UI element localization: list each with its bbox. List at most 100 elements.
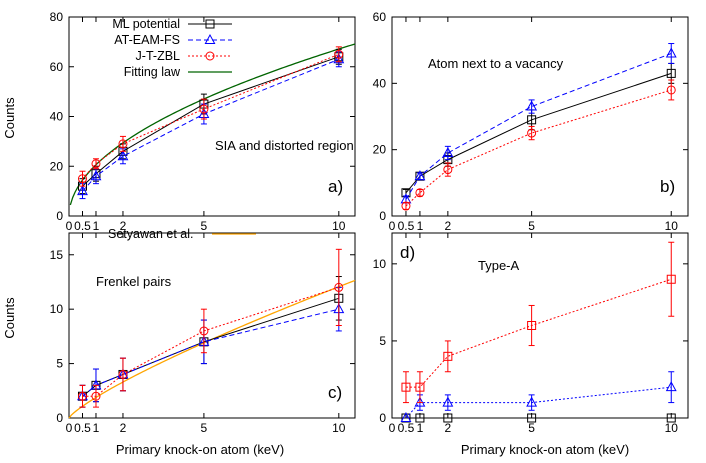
y-tick-label: 5 [379, 334, 386, 348]
data-point [666, 85, 676, 95]
data-point [199, 104, 209, 114]
data-point [527, 321, 537, 330]
y-tick-label: 0 [56, 209, 63, 223]
y-tick-label: 60 [373, 10, 387, 24]
panel-label: a) [328, 177, 343, 196]
x-tick-label: 5 [528, 421, 535, 435]
x-tick-label: 0.5 [398, 421, 415, 435]
x-tick-label: 1 [93, 219, 100, 233]
data-point [91, 159, 101, 169]
panel-annotation: Frenkel pairs [96, 274, 172, 289]
curve-fit [69, 43, 356, 206]
data-point [333, 53, 345, 64]
series-jtzbl [77, 248, 344, 408]
data-point [443, 413, 453, 423]
panel-label: d) [400, 243, 415, 262]
series-line [405, 53, 672, 200]
data-point [334, 49, 344, 59]
series-line [82, 286, 339, 397]
series-line [405, 278, 672, 388]
data-point [415, 413, 425, 423]
legend-label: J-T-ZBL [136, 49, 180, 63]
data-point [526, 100, 538, 111]
panel-annotation: Type-A [478, 258, 520, 273]
x-tick-label: 5 [528, 219, 535, 233]
legend-marker [205, 51, 215, 61]
y-tick-label: 10 [50, 302, 64, 316]
x-tick-label: 0.5 [398, 219, 415, 233]
x-tick-label: 5 [201, 421, 208, 435]
data-point [666, 68, 676, 78]
data-point [401, 201, 411, 211]
series-line [82, 297, 339, 397]
x-tick-label: 10 [665, 219, 679, 233]
x-tick-label: 1 [93, 421, 100, 435]
data-point [90, 170, 102, 181]
legend: Setyawan et al. [108, 227, 256, 241]
series-jtzbl [77, 46, 344, 187]
data-point [118, 369, 128, 379]
x-tick-label: 10 [332, 421, 346, 435]
y-tick-label: 40 [373, 76, 387, 90]
series-line [82, 58, 339, 192]
data-point [527, 115, 537, 125]
y-tick-label: 0 [56, 411, 63, 425]
data-point [526, 396, 538, 407]
series-jtzbl [401, 79, 676, 211]
data-point [414, 170, 426, 181]
data-point [665, 381, 677, 392]
legend-label: Fitting law [124, 65, 181, 79]
y-tick-label: 80 [50, 10, 64, 24]
x-tick-label: 0 [66, 219, 73, 233]
data-point [666, 413, 676, 423]
data-point [527, 413, 537, 423]
x-tick-label: 2 [445, 421, 452, 435]
y-axis-label-top: Counts [2, 97, 17, 139]
panel-label: b) [660, 177, 675, 196]
y-axis-label-bottom: Counts [2, 297, 17, 339]
x-axis-label-right: Primary knock-on atom (keV) [461, 442, 629, 457]
x-tick-label: 2 [445, 219, 452, 233]
series-line [405, 72, 672, 194]
plot-frame [391, 232, 689, 419]
series-ml [77, 276, 344, 408]
plot-frame [391, 16, 689, 217]
x-tick-label: 0.5 [74, 219, 91, 233]
y-tick-label: 20 [50, 159, 64, 173]
panel-annotation: SIA and distorted region [215, 138, 354, 153]
panel-label: c) [328, 383, 342, 402]
data-point [442, 146, 454, 157]
x-tick-label: 10 [332, 219, 346, 233]
legend-label: ML potential [112, 17, 180, 31]
series-ml [77, 48, 344, 195]
y-tick-label: 40 [50, 110, 64, 124]
data-point [527, 128, 537, 138]
x-tick-label: 0 [389, 421, 396, 435]
series-typeA_red [401, 241, 676, 404]
data-point [415, 188, 425, 198]
x-tick-label: 2 [120, 421, 127, 435]
y-tick-label: 10 [373, 257, 387, 271]
x-tick-label: 0.5 [74, 421, 91, 435]
x-tick-label: 2 [120, 219, 127, 233]
legend-marker [204, 33, 216, 44]
y-tick-label: 5 [56, 357, 63, 371]
data-point [665, 47, 677, 58]
y-tick-label: 60 [50, 60, 64, 74]
x-tick-label: 0 [389, 219, 396, 233]
data-point [666, 274, 676, 284]
panel-annotation: Atom next to a vacancy [428, 56, 564, 71]
data-point [443, 351, 453, 361]
legend: ML potential AT-EAM-FS J-T-ZBL Fitting law [112, 17, 232, 79]
data-point [443, 165, 453, 175]
plot-frame [68, 232, 356, 419]
legend-label: AT-EAM-FS [114, 33, 180, 47]
series-line [405, 386, 672, 419]
series-ateam [77, 51, 345, 200]
y-tick-label: 0 [379, 411, 386, 425]
series-line [405, 89, 672, 207]
series-ateam [77, 286, 345, 408]
x-tick-label: 10 [665, 421, 679, 435]
